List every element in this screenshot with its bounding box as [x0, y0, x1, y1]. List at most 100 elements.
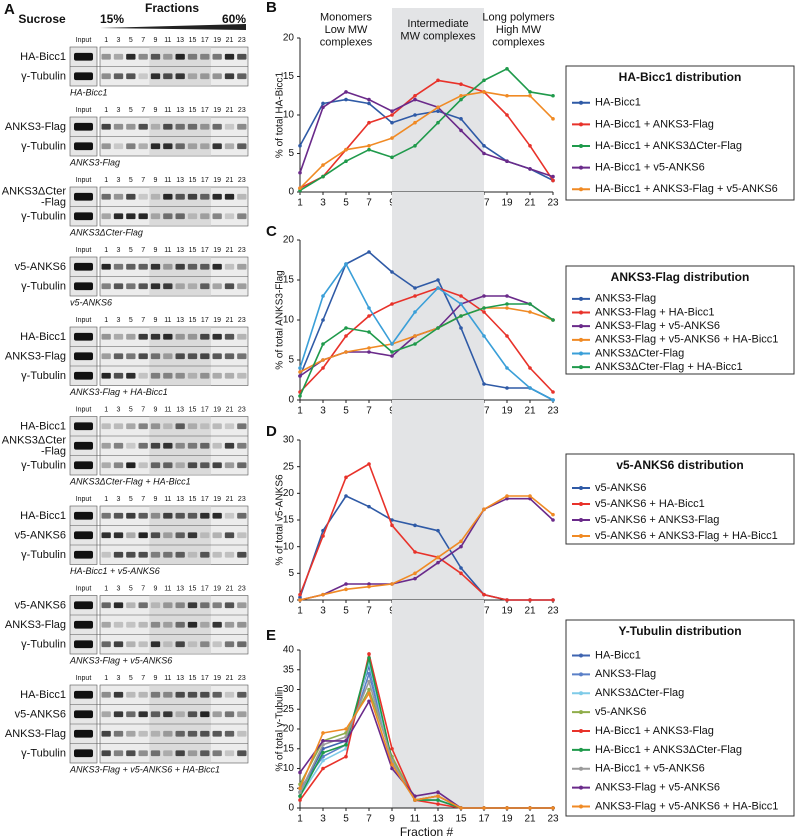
lane-band [113, 53, 124, 60]
lane-number: 21 [226, 177, 234, 184]
lane-number: 5 [129, 107, 133, 114]
legend-marker [579, 766, 583, 771]
data-point [367, 671, 371, 676]
blot-row-label-line: γ-Tubulin [21, 370, 66, 382]
legend-label: ANKS3-Flag + v5-ANKS6 + HA-Bicc1 [595, 800, 778, 812]
lane-band [113, 730, 124, 737]
x-tick-label: 9 [389, 814, 395, 825]
lane-band [150, 333, 161, 340]
lane-band [237, 602, 247, 609]
data-point [505, 306, 509, 310]
lane-band [237, 213, 247, 220]
lane-band [212, 711, 222, 718]
lane-number: 7 [141, 496, 145, 503]
lane-band [187, 442, 198, 449]
lane-number: 19 [213, 675, 221, 682]
lane-band [212, 143, 222, 150]
lane-number: 15 [189, 317, 197, 324]
lane-band [175, 263, 185, 270]
input-label: Input [76, 317, 92, 324]
lane-band [212, 193, 222, 200]
lane-band [126, 691, 136, 698]
data-point [459, 571, 463, 576]
lane-band [163, 123, 173, 130]
lane-band [163, 263, 173, 270]
input-label: Input [76, 585, 92, 592]
series-line [299, 287, 554, 393]
legend-label: ANKS3-Flag + v5-ANKS6 [595, 782, 720, 794]
blot-row-label-line: ANKS3-Flag [5, 619, 66, 631]
lane-band [101, 532, 111, 539]
data-point [390, 302, 394, 306]
y-tick-label: 15 [283, 743, 295, 754]
x-tick-label: 3 [320, 814, 326, 825]
lane-band [163, 641, 173, 648]
lane-number: 17 [201, 585, 209, 592]
y-tick-label: 5 [288, 568, 294, 579]
data-point [505, 334, 509, 338]
lane-band [138, 462, 148, 469]
lane-band [101, 193, 111, 200]
data-point [344, 262, 348, 266]
lane-number: 7 [141, 406, 145, 413]
legend-box [565, 265, 795, 375]
lane-band [138, 423, 148, 430]
lane-band [126, 551, 136, 558]
lane-band [163, 53, 173, 60]
data-point [344, 582, 348, 586]
lane-number: 11 [164, 675, 171, 682]
region-label: Intermediate MW complexes [400, 18, 476, 43]
blot-row-label: HA-Bicc1 [20, 689, 66, 701]
series-line [299, 495, 554, 601]
lane-band [138, 123, 148, 130]
data-point [528, 90, 532, 94]
lane-number: 11 [164, 317, 171, 324]
data-point [528, 144, 532, 148]
series-line [299, 307, 554, 373]
series-line [299, 692, 553, 809]
data-point [344, 159, 348, 163]
data-point [413, 120, 417, 125]
x-tick-label: 3 [320, 606, 326, 617]
x-tick-label: 11 [410, 814, 421, 825]
x-tick-label: 21 [524, 198, 536, 209]
data-point [321, 101, 325, 106]
lane-band [175, 691, 185, 698]
lane-band [138, 691, 148, 698]
data-point [298, 366, 302, 370]
data-point [413, 576, 417, 581]
lane-number: 17 [201, 177, 209, 184]
lane-band [175, 602, 185, 609]
data-point [344, 494, 348, 498]
input-band [74, 422, 93, 431]
lane-number: 9 [154, 406, 158, 413]
data-point [390, 270, 394, 274]
lane-band [163, 551, 173, 558]
lane-band [200, 641, 210, 648]
legend-marker [579, 486, 583, 490]
data-point [298, 592, 302, 597]
lane-number: 21 [226, 37, 234, 44]
lane-number: 9 [154, 585, 158, 592]
data-point [505, 386, 509, 390]
data-point [413, 798, 417, 802]
lane-band [138, 532, 148, 539]
lane-band [163, 532, 173, 539]
legend-marker [579, 310, 583, 315]
lane-band [224, 532, 235, 539]
lane-band [101, 551, 111, 558]
lane-band [126, 442, 136, 449]
lane-number: 9 [154, 177, 158, 184]
series-line [299, 91, 554, 178]
lane-band [101, 263, 111, 270]
data-point [344, 90, 348, 94]
lane-band [150, 711, 161, 718]
lane-band [200, 353, 210, 360]
y-tick-label: 20 [283, 724, 295, 735]
lane-band [163, 213, 173, 220]
lane-band [187, 750, 198, 757]
lane-band [212, 333, 222, 340]
lane-band [224, 641, 235, 648]
lane-number: 23 [238, 37, 246, 44]
